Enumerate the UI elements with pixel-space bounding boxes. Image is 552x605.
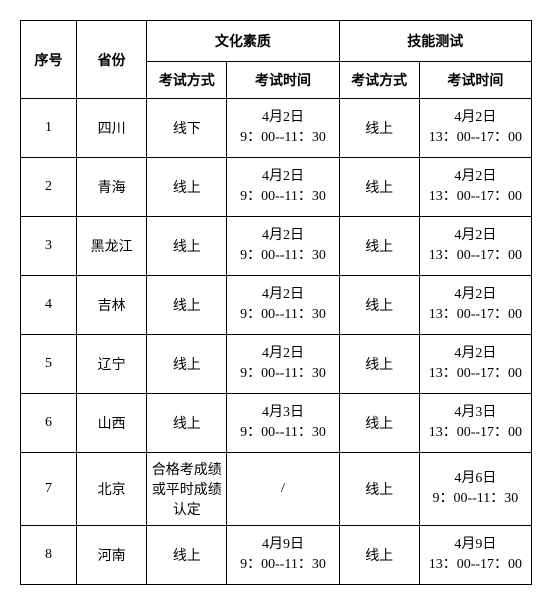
cell-culture-time: / bbox=[227, 453, 339, 526]
cell-culture-mode: 线上 bbox=[147, 394, 227, 453]
cell-skill-mode: 线上 bbox=[339, 99, 419, 158]
table-row: 8河南线上4月9日9：00--11：30线上4月9日13：00--17：00 bbox=[21, 526, 532, 585]
cell-skill-mode: 线上 bbox=[339, 335, 419, 394]
cell-seq: 5 bbox=[21, 335, 77, 394]
cell-province: 吉林 bbox=[77, 276, 147, 335]
cell-province: 四川 bbox=[77, 99, 147, 158]
cell-culture-time: 4月3日9：00--11：30 bbox=[227, 394, 339, 453]
table-row: 4吉林线上4月2日9：00--11：30线上4月2日13：00--17：00 bbox=[21, 276, 532, 335]
cell-seq: 7 bbox=[21, 453, 77, 526]
cell-province: 北京 bbox=[77, 453, 147, 526]
cell-seq: 8 bbox=[21, 526, 77, 585]
cell-province: 黑龙江 bbox=[77, 217, 147, 276]
header-skill-mode: 考试方式 bbox=[339, 62, 419, 99]
table-row: 6山西线上4月3日9：00--11：30线上4月3日13：00--17：00 bbox=[21, 394, 532, 453]
cell-skill-time: 4月2日13：00--17：00 bbox=[419, 158, 531, 217]
cell-skill-mode: 线上 bbox=[339, 453, 419, 526]
header-culture-group: 文化素质 bbox=[147, 21, 339, 62]
cell-skill-time: 4月3日13：00--17：00 bbox=[419, 394, 531, 453]
cell-culture-mode: 线上 bbox=[147, 526, 227, 585]
cell-culture-time: 4月2日9：00--11：30 bbox=[227, 276, 339, 335]
header-skill-time: 考试时间 bbox=[419, 62, 531, 99]
table-row: 3黑龙江线上4月2日9：00--11：30线上4月2日13：00--17：00 bbox=[21, 217, 532, 276]
header-seq: 序号 bbox=[21, 21, 77, 99]
cell-culture-time: 4月2日9：00--11：30 bbox=[227, 335, 339, 394]
cell-culture-mode: 线上 bbox=[147, 217, 227, 276]
cell-skill-time: 4月2日13：00--17：00 bbox=[419, 335, 531, 394]
cell-skill-mode: 线上 bbox=[339, 526, 419, 585]
cell-province: 河南 bbox=[77, 526, 147, 585]
header-skill-group: 技能测试 bbox=[339, 21, 531, 62]
header-culture-time: 考试时间 bbox=[227, 62, 339, 99]
cell-culture-mode: 合格考成绩或平时成绩认定 bbox=[147, 453, 227, 526]
table-row: 7北京合格考成绩或平时成绩认定/线上4月6日9：00--11：30 bbox=[21, 453, 532, 526]
cell-skill-time: 4月6日9：00--11：30 bbox=[419, 453, 531, 526]
cell-culture-time: 4月2日9：00--11：30 bbox=[227, 99, 339, 158]
table-row: 5辽宁线上4月2日9：00--11：30线上4月2日13：00--17：00 bbox=[21, 335, 532, 394]
cell-seq: 2 bbox=[21, 158, 77, 217]
cell-culture-time: 4月2日9：00--11：30 bbox=[227, 158, 339, 217]
header-province: 省份 bbox=[77, 21, 147, 99]
cell-province: 山西 bbox=[77, 394, 147, 453]
cell-culture-mode: 线上 bbox=[147, 276, 227, 335]
cell-seq: 1 bbox=[21, 99, 77, 158]
cell-seq: 3 bbox=[21, 217, 77, 276]
cell-skill-time: 4月2日13：00--17：00 bbox=[419, 217, 531, 276]
cell-province: 青海 bbox=[77, 158, 147, 217]
cell-skill-mode: 线上 bbox=[339, 394, 419, 453]
table-row: 1四川线下4月2日9：00--11：30线上4月2日13：00--17：00 bbox=[21, 99, 532, 158]
cell-province: 辽宁 bbox=[77, 335, 147, 394]
cell-skill-time: 4月9日13：00--17：00 bbox=[419, 526, 531, 585]
cell-skill-time: 4月2日13：00--17：00 bbox=[419, 99, 531, 158]
cell-seq: 4 bbox=[21, 276, 77, 335]
cell-seq: 6 bbox=[21, 394, 77, 453]
cell-skill-time: 4月2日13：00--17：00 bbox=[419, 276, 531, 335]
cell-skill-mode: 线上 bbox=[339, 158, 419, 217]
cell-culture-time: 4月2日9：00--11：30 bbox=[227, 217, 339, 276]
exam-schedule-table: 序号 省份 文化素质 技能测试 考试方式 考试时间 考试方式 考试时间 1四川线… bbox=[20, 20, 532, 585]
header-culture-mode: 考试方式 bbox=[147, 62, 227, 99]
cell-skill-mode: 线上 bbox=[339, 217, 419, 276]
cell-culture-mode: 线上 bbox=[147, 158, 227, 217]
cell-skill-mode: 线上 bbox=[339, 276, 419, 335]
cell-culture-mode: 线下 bbox=[147, 99, 227, 158]
cell-culture-mode: 线上 bbox=[147, 335, 227, 394]
table-row: 2青海线上4月2日9：00--11：30线上4月2日13：00--17：00 bbox=[21, 158, 532, 217]
cell-culture-time: 4月9日9：00--11：30 bbox=[227, 526, 339, 585]
